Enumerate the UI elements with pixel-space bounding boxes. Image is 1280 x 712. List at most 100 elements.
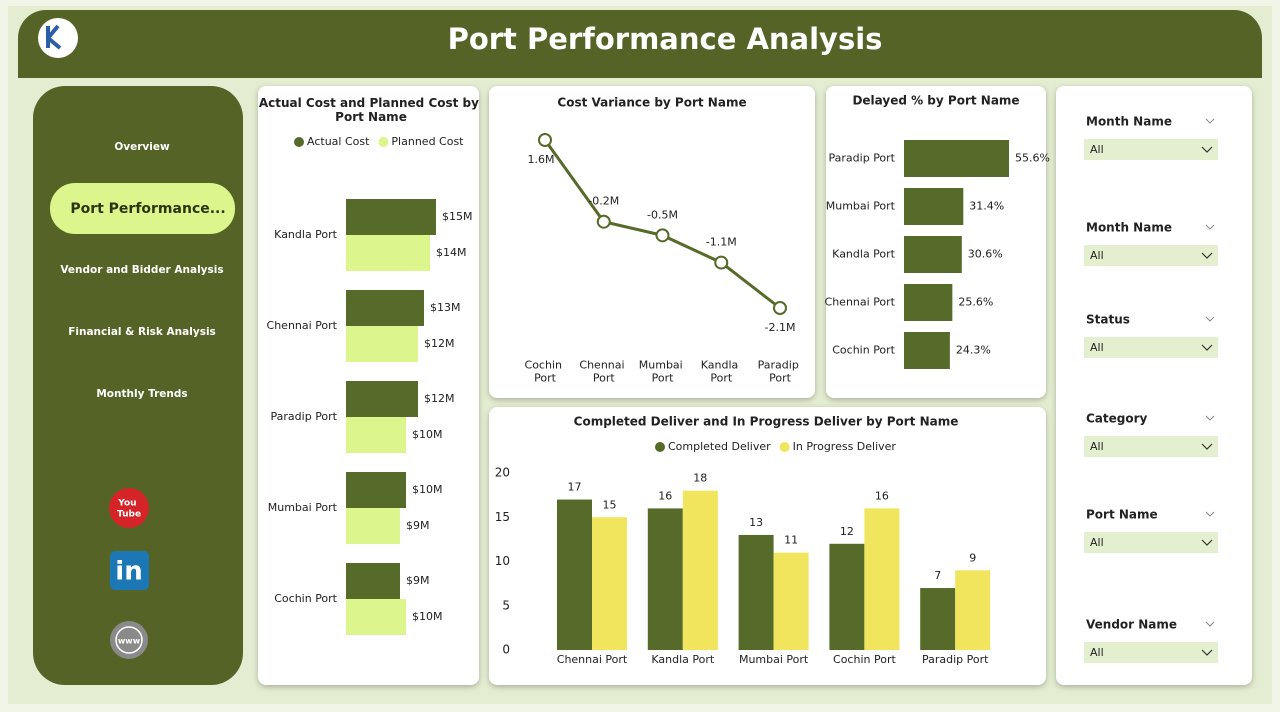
- chevron: [1205, 415, 1215, 421]
- filter-panel: [1056, 86, 1252, 685]
- y-tick-label: 0: [502, 643, 510, 657]
- nav-item[interactable]: Financial & Risk Analysis: [68, 326, 216, 338]
- linkedin-text: in: [115, 557, 142, 587]
- data-label: $10M: [412, 483, 443, 496]
- bar: [904, 284, 953, 321]
- point: [773, 301, 787, 315]
- data-label: 24.3%: [956, 344, 991, 357]
- dropdown-value: All: [1090, 143, 1104, 156]
- y-tick-label: Chennai Port: [267, 319, 338, 332]
- chevron: [1205, 118, 1215, 124]
- data-label: 25.6%: [958, 296, 993, 309]
- card: [489, 86, 815, 398]
- chevron: [1201, 443, 1213, 450]
- x-tick-label: Cochin Port: [833, 653, 896, 666]
- bar: [920, 588, 956, 650]
- nav-item[interactable]: Vendor and Bidder Analysis: [60, 264, 223, 276]
- data-label: $9M: [406, 519, 430, 532]
- filter-label: Port Name: [1086, 508, 1158, 522]
- nav-item[interactable]: Port Performance...: [70, 201, 225, 217]
- dropdown[interactable]: [1084, 139, 1218, 160]
- chevron: [1201, 344, 1213, 351]
- chevron: [1205, 511, 1215, 517]
- point: [655, 228, 670, 243]
- dropdown[interactable]: [1084, 436, 1218, 457]
- x-tick-label: Cochin Port: [525, 358, 566, 384]
- data-label: $15M: [442, 210, 473, 223]
- data-label: $12M: [424, 337, 455, 350]
- y-tick-label: Cochin Port: [274, 592, 337, 605]
- bar: [346, 235, 430, 271]
- dropdown-value: All: [1090, 536, 1104, 549]
- dropdown-value: All: [1090, 646, 1104, 659]
- data-label: 16: [658, 489, 672, 502]
- chart-title: Completed Deliver and In Progress Delive…: [574, 415, 959, 429]
- nav-active-pill[interactable]: [50, 183, 235, 234]
- data-label: 16: [875, 489, 889, 502]
- x-tick-label: Mumbai Port: [639, 358, 686, 384]
- chevron: [1201, 146, 1213, 153]
- linkedin-icon[interactable]: [110, 551, 149, 590]
- bar: [682, 490, 718, 650]
- chart-title: Cost Variance by Port Name: [557, 96, 746, 110]
- filter-label: Category: [1086, 412, 1148, 426]
- y-tick-label: 10: [495, 554, 510, 568]
- x-tick-label: Mumbai Port: [739, 653, 809, 666]
- nav-item[interactable]: Overview: [114, 141, 170, 153]
- data-label: $13M: [430, 301, 461, 314]
- point: [596, 214, 611, 229]
- point: [714, 255, 729, 270]
- x-tick-label: Chennai Port: [557, 653, 628, 666]
- y-tick-label: Kandla Port: [274, 228, 338, 241]
- legend-label: Planned Cost: [391, 135, 464, 148]
- dropdown[interactable]: [1084, 642, 1218, 663]
- x-tick-label: Paradip Port: [922, 653, 989, 666]
- data-label: 7: [934, 569, 941, 582]
- chevron: [1205, 224, 1215, 230]
- dropdown[interactable]: [1084, 337, 1218, 358]
- youtube-icon[interactable]: [109, 488, 149, 528]
- data-label: 13: [749, 516, 763, 529]
- bar: [592, 517, 627, 650]
- chevron: [1205, 316, 1215, 322]
- bar: [346, 417, 406, 453]
- chart-title: Delayed % by Port Name: [852, 94, 1019, 108]
- website-text: www: [118, 637, 141, 646]
- data-label: -2.1M: [765, 321, 796, 334]
- data-label: $10M: [412, 428, 443, 441]
- data-label: $10M: [412, 610, 443, 623]
- bar: [904, 332, 950, 369]
- dropdown-value: All: [1090, 249, 1104, 262]
- globe: [115, 626, 143, 654]
- data-label: 55.6%: [1015, 152, 1050, 165]
- data-label: $12M: [424, 392, 455, 405]
- dropdown[interactable]: [1084, 532, 1218, 553]
- legend-swatch: [779, 442, 790, 452]
- data-label: 17: [568, 481, 582, 494]
- data-label: 12: [840, 525, 854, 538]
- nav-item[interactable]: Monthly Trends: [96, 388, 187, 400]
- bar: [864, 508, 900, 650]
- y-tick-label: 5: [502, 598, 510, 612]
- bar: [346, 381, 418, 417]
- dropdown[interactable]: [1084, 245, 1218, 266]
- bar: [557, 499, 592, 650]
- legend-label: Actual Cost: [307, 135, 370, 148]
- bar: [346, 563, 400, 599]
- y-tick-label: Mumbai Port: [268, 501, 338, 514]
- data-label: -0.5M: [647, 208, 678, 221]
- bar: [773, 552, 809, 650]
- y-tick-label: Paradip Port: [829, 152, 896, 165]
- dropdown-value: All: [1090, 440, 1104, 453]
- dropdown-value: All: [1090, 341, 1104, 354]
- header-bar-base: [18, 50, 1262, 78]
- data-label: $9M: [406, 574, 430, 587]
- data-label: 31.4%: [969, 200, 1004, 213]
- x-tick-label: Kandla Port: [701, 358, 742, 384]
- filter-label: Month Name: [1086, 221, 1172, 235]
- bar: [904, 188, 964, 225]
- nav-panel: [33, 86, 243, 685]
- y-tick-label: Kandla Port: [832, 248, 896, 261]
- filter-label: Month Name: [1086, 115, 1172, 129]
